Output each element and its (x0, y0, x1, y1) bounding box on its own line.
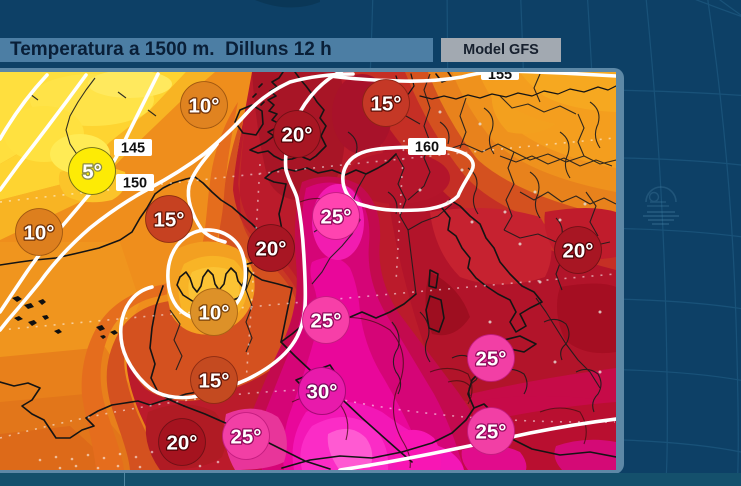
svg-text:20°: 20° (562, 240, 593, 263)
svg-text:25°: 25° (475, 421, 506, 444)
svg-text:30°: 30° (306, 381, 337, 404)
svg-text:5°: 5° (82, 161, 102, 184)
svg-text:15°: 15° (370, 93, 401, 116)
svg-text:20°: 20° (166, 432, 197, 455)
svg-text:25°: 25° (230, 426, 261, 449)
svg-text:150: 150 (123, 176, 147, 192)
svg-text:10°: 10° (188, 95, 219, 118)
svg-text:15°: 15° (153, 209, 184, 232)
svg-text:20°: 20° (255, 238, 286, 261)
svg-text:15°: 15° (198, 370, 229, 393)
svg-text:160: 160 (415, 140, 439, 156)
svg-text:25°: 25° (310, 310, 341, 333)
svg-text:20°: 20° (281, 124, 312, 147)
svg-text:10°: 10° (23, 222, 54, 245)
svg-text:25°: 25° (475, 348, 506, 371)
svg-text:10°: 10° (198, 302, 229, 325)
svg-text:25°: 25° (320, 206, 351, 229)
svg-text:145: 145 (121, 141, 145, 157)
svg-text:155: 155 (488, 72, 512, 83)
